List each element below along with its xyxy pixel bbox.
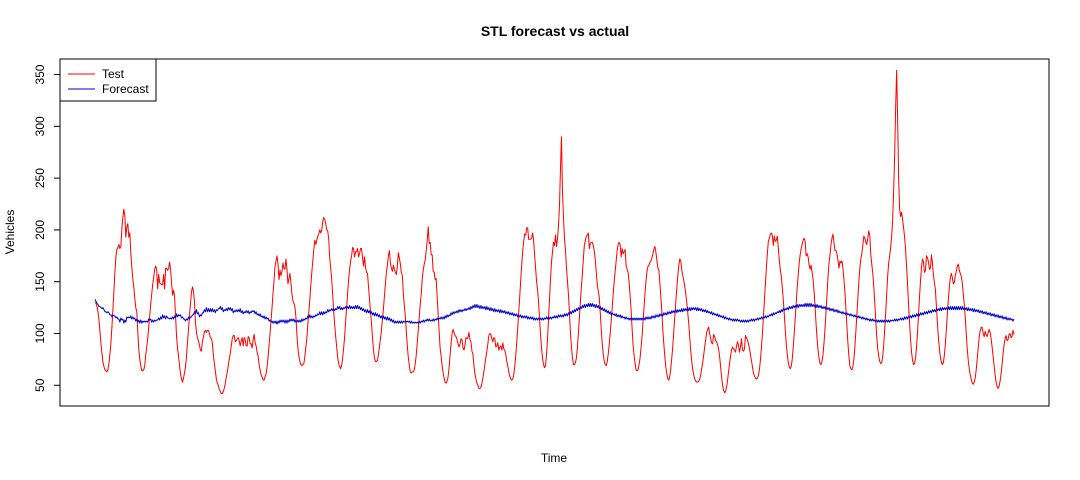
series-layer [94, 69, 1015, 395]
series-line-forecast [94, 299, 1015, 325]
legend-label-test: Test [102, 67, 125, 81]
y-tick-label: 50 [33, 378, 47, 392]
y-axis: 50 100 150 200 250 300 350 [33, 64, 61, 392]
chart-title: STL forecast vs actual [481, 23, 629, 39]
y-axis-label: Vehicles [3, 210, 17, 255]
y-tick-label: 350 [33, 64, 47, 84]
legend-label-forecast: Forecast [102, 82, 149, 96]
series-line-test [94, 69, 1015, 395]
legend: Test Forecast [59, 58, 157, 102]
y-tick-label: 300 [33, 116, 47, 136]
y-tick-label: 200 [33, 220, 47, 240]
legend-box [59, 58, 157, 102]
y-tick-label: 100 [33, 323, 47, 343]
x-axis-label: Time [541, 451, 568, 465]
y-tick-label: 250 [33, 168, 47, 188]
y-tick-label: 150 [33, 271, 47, 291]
